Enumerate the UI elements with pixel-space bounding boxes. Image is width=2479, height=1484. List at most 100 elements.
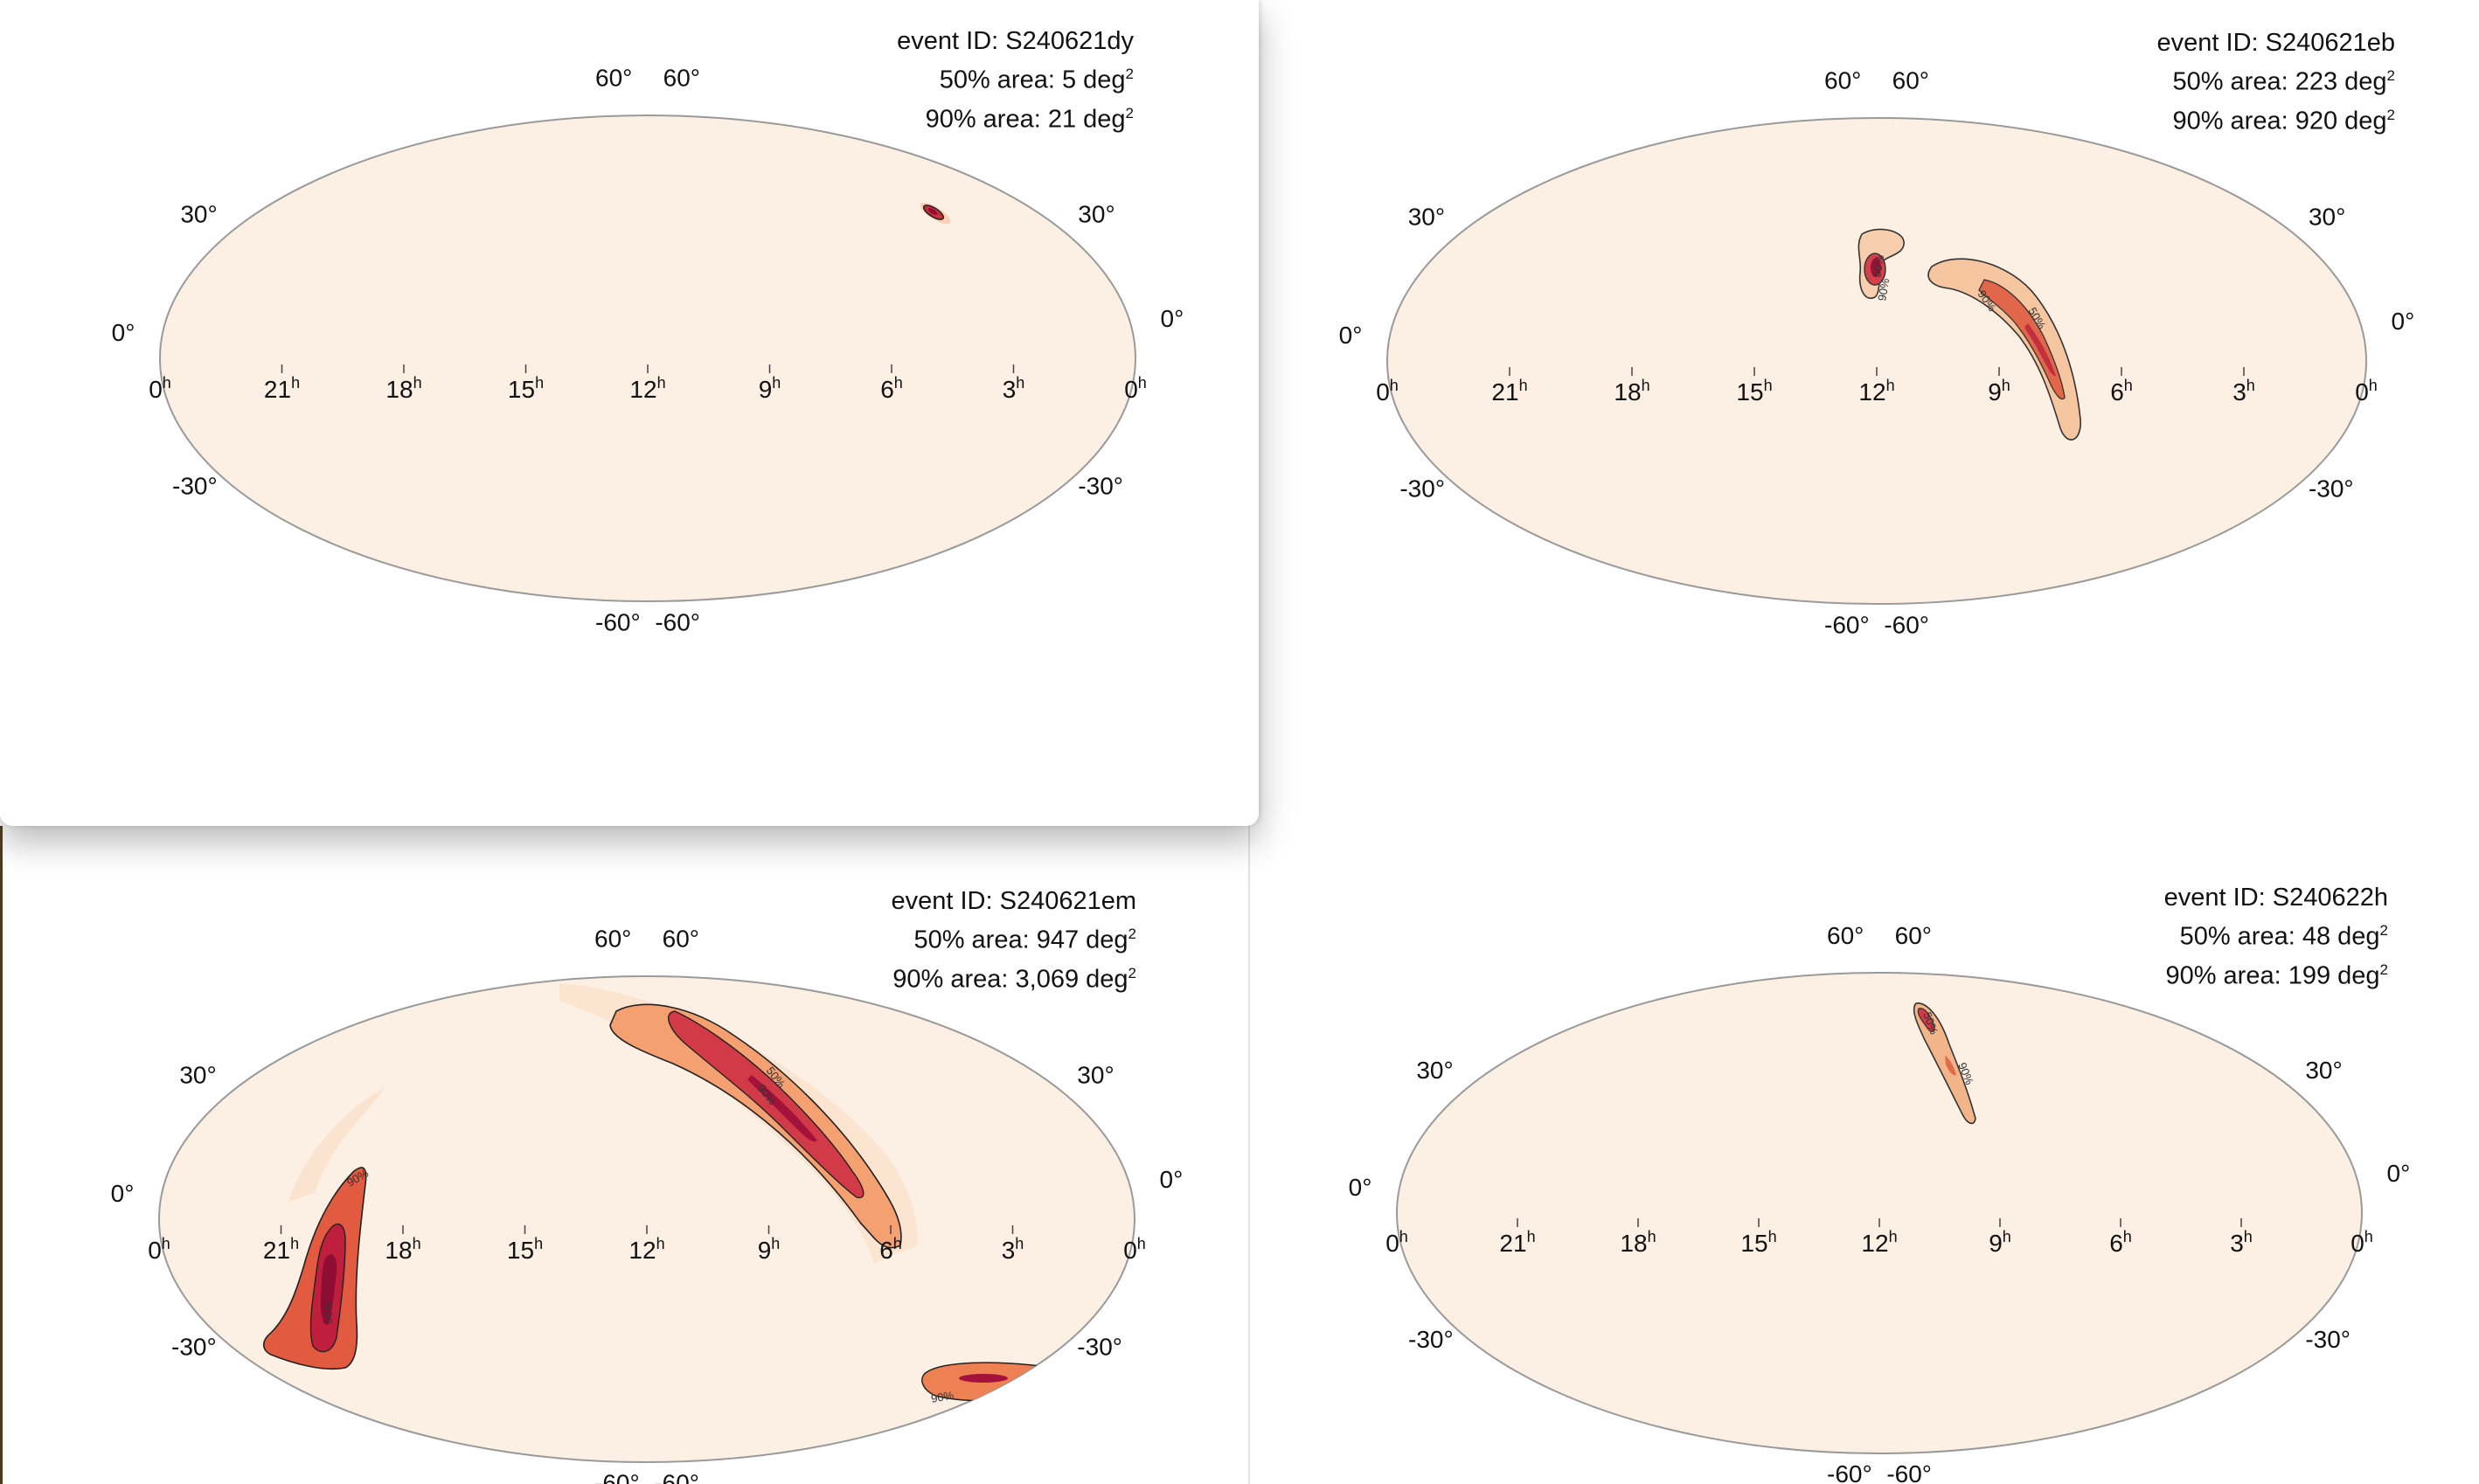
dec-label: 30° (1416, 1057, 1453, 1084)
dec-label: 30° (1078, 200, 1115, 227)
event-info: event ID: S240621em 50% area: 947 deg2 9… (891, 884, 1136, 995)
dec-label: 0° (111, 1180, 135, 1207)
skymap-window-s240621dy: event ID: S240621dy 50% area: 5 deg2 90%… (0, 0, 1259, 826)
event-id-label: event ID: S240621em (891, 887, 1136, 915)
mollweide-skymap: 0h 21h 18h 15h 12h 9h 6h 3h 0h 60°60°30° 30°0°0°-… (1349, 922, 2411, 1484)
dec-label: -60° (1886, 1460, 1932, 1484)
area-90-label: 90% area: 21 deg2 (925, 104, 1134, 134)
dec-label: -30° (171, 1334, 217, 1361)
probability-region (920, 202, 951, 225)
prob-band-90 (262, 1167, 367, 1370)
dec-labels: 60° 60° 30° 30° 0° 0° -30° -30° -60° -60° (1339, 67, 2415, 639)
ra-tick-labels: 0h 21h 18h 15h 12h 9h 6h 3h 0h (1376, 377, 2378, 406)
mollweide-skymap: 0h 21h 18h 15h 12h 9h 6h 3h 0h 60° 60° 30° 30° 0° 0° -… (111, 926, 1184, 1484)
prob-arc-peak (747, 1075, 817, 1142)
dec-label: -30° (172, 473, 218, 500)
dec-label: 30° (2305, 1057, 2342, 1084)
dec-label: 0° (112, 319, 135, 346)
dec-label: 60° (595, 65, 632, 92)
prob-streak-50b (1945, 1056, 1956, 1076)
dec-labels: 60° 60° 30° 30° 0° 0° -30° -30° -60° -60° (1349, 922, 2411, 1484)
probability-region (1858, 228, 2081, 440)
dec-label: 30° (180, 200, 217, 227)
dec-label: -60° (595, 608, 641, 635)
prob-haze (288, 1088, 385, 1202)
dec-label: 30° (179, 1061, 216, 1088)
dec-label: 0° (1339, 322, 1363, 349)
dec-label: 60° (594, 926, 631, 953)
prob-streak-50 (1917, 1008, 1935, 1032)
ra-ticks (280, 1225, 1014, 1234)
dec-label: 60° (1824, 67, 1861, 94)
dec-label: 30° (1408, 203, 1445, 230)
dec-label: -30° (2305, 1326, 2351, 1353)
skymap-window-s240622h: event ID: S240622h 50% area: 48 deg2 90%… (1250, 830, 2479, 1484)
sky-ellipse (159, 114, 1136, 602)
area-50-label: 50% area: 48 deg2 (2179, 922, 2388, 951)
dec-label: 30° (2309, 203, 2345, 230)
prob-peak (927, 208, 938, 215)
dec-labels: 60° 60° 30° 30° 0° 0° -30° -30° -60° -60° (112, 65, 1184, 636)
event-id-label: event ID: S240621eb (2156, 29, 2395, 57)
ra-tick-label: 0h (1124, 374, 1147, 403)
dec-label: 0° (1161, 305, 1184, 332)
dec-label: 0° (1160, 1166, 1184, 1193)
dec-label: 60° (1827, 922, 1864, 949)
area-90-label: 90% area: 3,069 deg2 (892, 964, 1136, 994)
area-90-label: 90% area: 199 deg2 (2165, 960, 2388, 990)
event-info: event ID: S240621dy 50% area: 5 deg2 90%… (897, 24, 1134, 135)
prob-band-peak (320, 1254, 337, 1325)
event-id-label: event ID: S240621dy (897, 27, 1134, 55)
mollweide-skymap: 0h 21h 18h 15h 12h 9h 6h 3h 0h 60° 60° 30° 30° 0° 0° -… (1339, 67, 2415, 639)
ra-tick-labels: 0h 21h 18h 15h 12h 9h 6h 3h 0h (148, 1235, 1146, 1264)
window-edge (0, 826, 3, 1484)
dec-label: -30° (1399, 475, 1445, 503)
dec-label: 60° (1892, 67, 1929, 94)
prob-arc-peak (2024, 323, 2056, 377)
prob-blob-peak (1871, 258, 1881, 277)
ra-tick-label: 0h (1123, 1235, 1146, 1264)
dec-label: 60° (1895, 922, 1932, 949)
dec-label: -60° (654, 1469, 699, 1484)
area-50-label: 50% area: 223 deg2 (2172, 67, 2395, 96)
dec-label: -30° (2309, 475, 2354, 503)
dec-label: -30° (1078, 473, 1123, 500)
mollweide-skymap: 0h 21h 18h 15h 12h 9h 6h 3h 0h 60°60°30° 30°0°0°-… (112, 65, 1184, 636)
skymap-window-s240621em: event ID: S240621em 50% area: 947 deg2 9… (0, 826, 1250, 1484)
dec-label: 30° (1077, 1061, 1114, 1088)
event-info: event ID: S240621eb 50% area: 223 deg2 9… (2157, 26, 2395, 137)
ra-ticks (1509, 367, 2245, 376)
ra-ticks (1517, 1218, 2242, 1227)
prob-arc-50 (1978, 279, 2066, 400)
ra-tick-label: 0h (2351, 1228, 2373, 1257)
prob-streak-90 (1913, 1002, 1976, 1125)
dec-labels: 60° 60° 30° 30° 0° 0° -30° -30° -60° -60° (111, 926, 1184, 1484)
prob-lower-peak (959, 1374, 1008, 1383)
sky-ellipse (1396, 972, 2363, 1454)
dec-label: 60° (663, 926, 699, 953)
dec-label: 60° (663, 65, 700, 92)
sky-ellipse (158, 975, 1135, 1463)
prob-arc-90 (609, 1003, 902, 1249)
prob-arc-50 (667, 1010, 865, 1199)
sky-ellipse (1386, 117, 2367, 605)
ra-ticks (281, 364, 1015, 373)
area-50-label: 50% area: 947 deg2 (913, 926, 1136, 954)
contour-label: 50% (1870, 253, 1886, 279)
probability-region (1913, 1002, 1976, 1125)
contour-label: 90% (1875, 277, 1892, 302)
contour-label: 90% (930, 1389, 955, 1405)
event-info: event ID: S240622h 50% area: 48 deg2 90%… (2164, 881, 2388, 992)
dec-label: -60° (1884, 611, 1929, 638)
dec-label: 0° (2387, 1160, 2411, 1187)
dec-label: -60° (594, 1469, 640, 1484)
dec-label: 0° (2392, 308, 2415, 335)
dec-label: -60° (1827, 1460, 1872, 1484)
dec-label: -30° (1408, 1326, 1454, 1353)
contour-label: 50% (322, 1301, 335, 1324)
dec-label: 0° (1349, 1174, 1372, 1201)
event-id-label: event ID: S240622h (2163, 884, 2388, 912)
area-50-label: 50% area: 5 deg2 (939, 66, 1134, 94)
dec-label: -60° (1824, 611, 1870, 638)
dec-label: -60° (655, 608, 700, 635)
